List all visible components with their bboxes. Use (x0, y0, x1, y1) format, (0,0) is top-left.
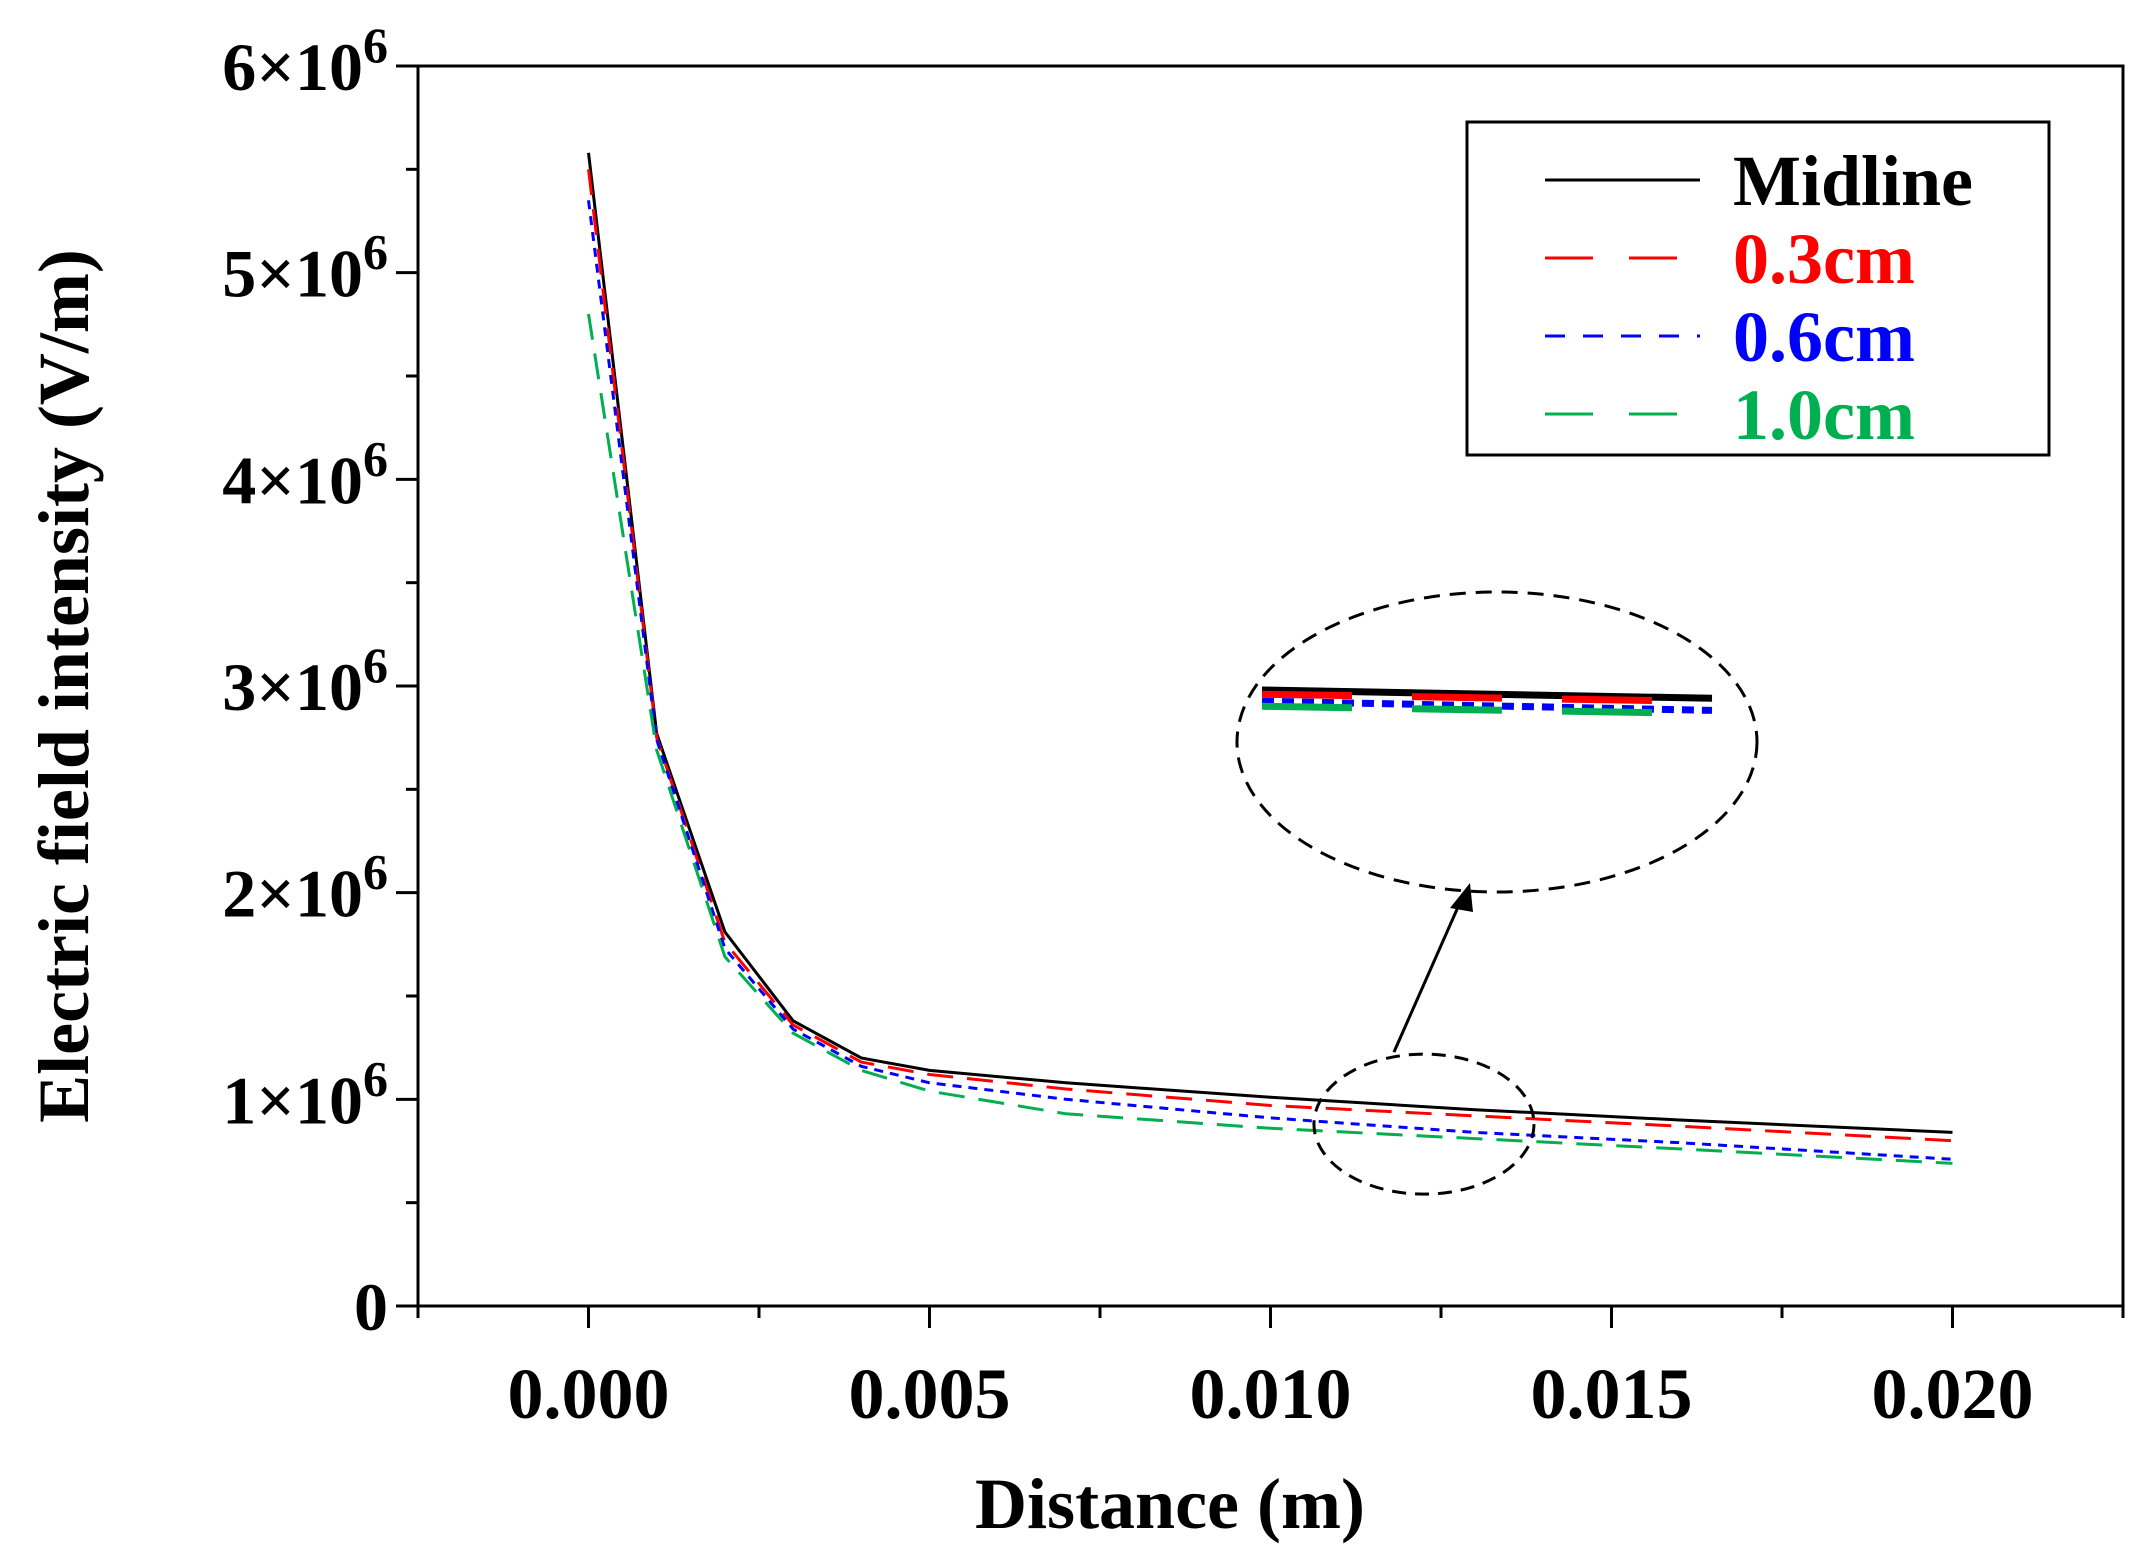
y-tick-label: 4×106 (222, 430, 388, 518)
series-line-1-0cm (587, 313, 1953, 1165)
zoom-inset-line-0-6cm (1261, 697, 1713, 714)
legend-label: Midline (1733, 141, 1973, 221)
y-tick-label: 3×106 (222, 637, 388, 725)
zoom-arrow-line (1392, 897, 1464, 1053)
axes: 0.000 0.005 0.010 0.015 0.02001×1062×1063×10… (222, 17, 2125, 1434)
y-tick-mantissa: 4×10 (222, 442, 363, 518)
y-tick-exponent: 6 (363, 17, 388, 73)
x-tick-label: 0.020 (1872, 1354, 2034, 1434)
legend-label: 0.6cm (1733, 297, 1915, 377)
legend-label: 0.3cm (1733, 219, 1915, 299)
y-axis-title: Electric field intensity (V/m) (24, 249, 104, 1123)
y-tick-exponent: 6 (363, 637, 388, 693)
y-tick-mantissa: 5×10 (222, 236, 363, 312)
y-tick-label: 1×106 (222, 1050, 388, 1138)
zoom-annotation (1235, 590, 1759, 1196)
y-tick-exponent: 6 (363, 224, 388, 280)
series-line-Midline (587, 152, 1953, 1134)
legend-box (1465, 120, 2051, 457)
y-tick-mantissa: 2×10 (222, 856, 363, 932)
series-layer (587, 152, 1953, 1165)
series-line-0-6cm (587, 200, 1953, 1161)
x-axis-title: Distance (m) (975, 1464, 1365, 1544)
y-tick-exponent: 6 (363, 430, 388, 486)
y-tick-exponent: 6 (363, 1050, 388, 1106)
y-tick-mantissa: 1×10 (222, 1062, 363, 1138)
x-tick-label: 0.005 (849, 1354, 1011, 1434)
y-tick-exponent: 6 (363, 844, 388, 900)
x-tick-label: 0.015 (1531, 1354, 1693, 1434)
y-tick-label: 6×106 (222, 17, 388, 105)
y-tick-mantissa: 0 (354, 1269, 388, 1345)
series-line-0-3cm (587, 169, 1953, 1143)
zoom-arrow-head (1450, 883, 1473, 912)
zoom-inset-line-1-0cm (1261, 702, 1713, 718)
x-tick-label: 0.000 (508, 1354, 670, 1434)
zoom-inset-line-0-3cm (1261, 690, 1713, 705)
x-tick-label: 0.010 (1190, 1354, 1352, 1434)
legend-label: 1.0cm (1733, 375, 1915, 455)
zoom-inset-ellipse (1235, 590, 1759, 894)
y-tick-label: 0 (354, 1269, 388, 1345)
y-tick-label: 2×106 (222, 844, 388, 932)
y-tick-mantissa: 3×10 (222, 649, 363, 725)
zoom-region-ellipse (1312, 1052, 1536, 1196)
y-tick-mantissa: 6×10 (222, 29, 363, 105)
y-tick-label: 5×106 (222, 224, 388, 312)
